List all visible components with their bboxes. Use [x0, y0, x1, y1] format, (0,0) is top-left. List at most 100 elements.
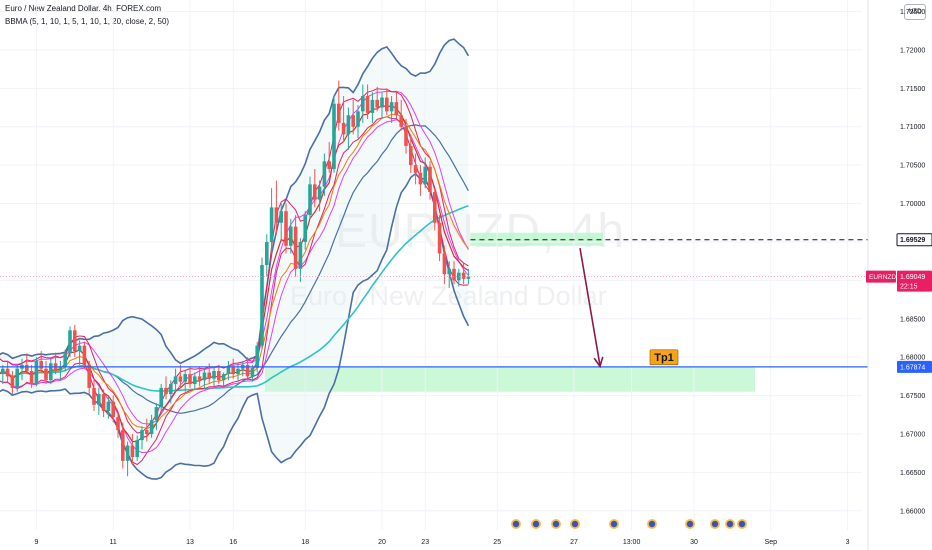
candle-body: [346, 115, 351, 135]
candle-body: [15, 368, 19, 388]
countdown-timer: 22:15: [900, 284, 918, 291]
candle-body: [87, 364, 91, 388]
candle-body: [29, 371, 34, 385]
time-axis[interactable]: 9 11 13 16 18 20 23 25 27 13:00 30 Sep 3: [34, 539, 849, 546]
tp-price-tag: 1.67874: [900, 364, 925, 371]
candle-body: [173, 376, 178, 385]
annotations-layer: Tp1: [0, 239, 868, 529]
band-fill: [0, 39, 469, 480]
price-tick-label: 1.68000: [900, 355, 925, 362]
candle-body: [466, 276, 471, 279]
candle-body: [447, 268, 451, 275]
candle-body: [82, 345, 87, 365]
candle-body: [394, 102, 399, 116]
candle-body: [101, 394, 106, 411]
down-arrow: [579, 247, 601, 366]
candle-body: [197, 376, 202, 381]
candle-body: [327, 161, 331, 169]
candle-body: [351, 115, 355, 127]
candle-body: [207, 372, 211, 379]
lwma5-low: [0, 116, 469, 466]
candle-body: [125, 445, 130, 461]
candle-body: [231, 366, 235, 375]
event-marker-dot: [726, 520, 734, 528]
candle-body: [260, 265, 264, 346]
symbol-tag: EURNZD: [869, 274, 896, 281]
event-marker-dot: [571, 520, 579, 528]
candle-body: [418, 172, 423, 185]
candle-body: [10, 376, 15, 388]
candle-body: [217, 371, 221, 381]
event-marker-dot: [711, 520, 719, 528]
time-tick-label: 20: [378, 539, 386, 546]
candle-body: [317, 186, 322, 200]
candle-body: [236, 368, 240, 375]
candle-body: [58, 366, 63, 371]
indicator-label[interactable]: BBMA (5, 1, 10, 1, 5, 1, 10, 1, 20, clos…: [5, 17, 170, 26]
candle-body: [92, 387, 96, 405]
time-tick-label: 23: [421, 539, 429, 546]
candle-body: [97, 394, 101, 405]
candle-body: [255, 345, 259, 368]
candle-body: [423, 166, 427, 185]
candle-body: [159, 387, 163, 408]
lower-band: [0, 172, 470, 480]
tp-price-tag-bg: [897, 360, 932, 373]
arrow-head: [593, 356, 604, 369]
candle-body: [202, 372, 207, 381]
candle-body: [428, 166, 432, 193]
time-tick-label: 13: [186, 539, 194, 546]
candle-body: [265, 241, 269, 265]
candle-body: [116, 417, 120, 431]
time-tick-label: 13:00: [623, 539, 641, 546]
price-tick-label: 1.67000: [900, 431, 925, 438]
candle-body: [293, 226, 298, 269]
candle-body: [399, 115, 403, 127]
price-tick-label: 1.71500: [900, 86, 925, 93]
candle-body: [461, 272, 466, 279]
candle-body: [433, 192, 437, 223]
candle-body: [164, 387, 168, 395]
price-tick-label: 1.72500: [900, 9, 925, 16]
tp-zone: [265, 366, 755, 392]
candle-body: [188, 374, 192, 385]
candle-body: [44, 368, 48, 381]
candle-body: [365, 96, 370, 113]
event-marker-dot: [648, 520, 656, 528]
time-tick-label: 16: [229, 539, 237, 546]
candle-body: [375, 99, 379, 108]
candle-body: [457, 272, 461, 281]
candle-body: [404, 126, 408, 146]
candle-body: [25, 364, 29, 371]
lwma10-low: [0, 119, 469, 454]
time-tick-label: 3: [846, 539, 850, 546]
candle-body: [303, 215, 307, 242]
candle-body: [77, 345, 82, 352]
candle-body: [34, 361, 39, 385]
candle-body: [106, 401, 111, 411]
candle-body: [169, 384, 173, 395]
tp-label-box: [649, 349, 679, 366]
candle-body: [49, 363, 53, 381]
time-tick-label: Sep: [765, 539, 778, 546]
candle-body: [413, 165, 418, 173]
candle-body: [63, 353, 67, 367]
currency-tag[interactable]: NZD: [904, 4, 926, 20]
time-tick-label: 18: [301, 539, 309, 546]
candle-body: [140, 430, 144, 441]
time-tick-label: 27: [570, 539, 578, 546]
event-marker-dot: [532, 520, 540, 528]
price-tick-label: 1.70000: [900, 201, 925, 208]
candle-body: [178, 376, 183, 382]
price-tick-label: 1.70500: [900, 163, 925, 170]
price-tick-label: 1.66500: [900, 470, 925, 477]
candle-body: [121, 430, 125, 461]
tp-label: Tp1: [654, 352, 674, 364]
price-axis[interactable]: 1.72500 1.72000 1.71500 1.71000 1.70500 1.700…: [866, 0, 932, 550]
current-price-tag-bg: [897, 270, 932, 292]
event-marker-dot: [552, 520, 560, 528]
candle-body: [298, 241, 303, 269]
candle-body: [442, 253, 447, 275]
time-tick-label: 11: [110, 539, 117, 546]
